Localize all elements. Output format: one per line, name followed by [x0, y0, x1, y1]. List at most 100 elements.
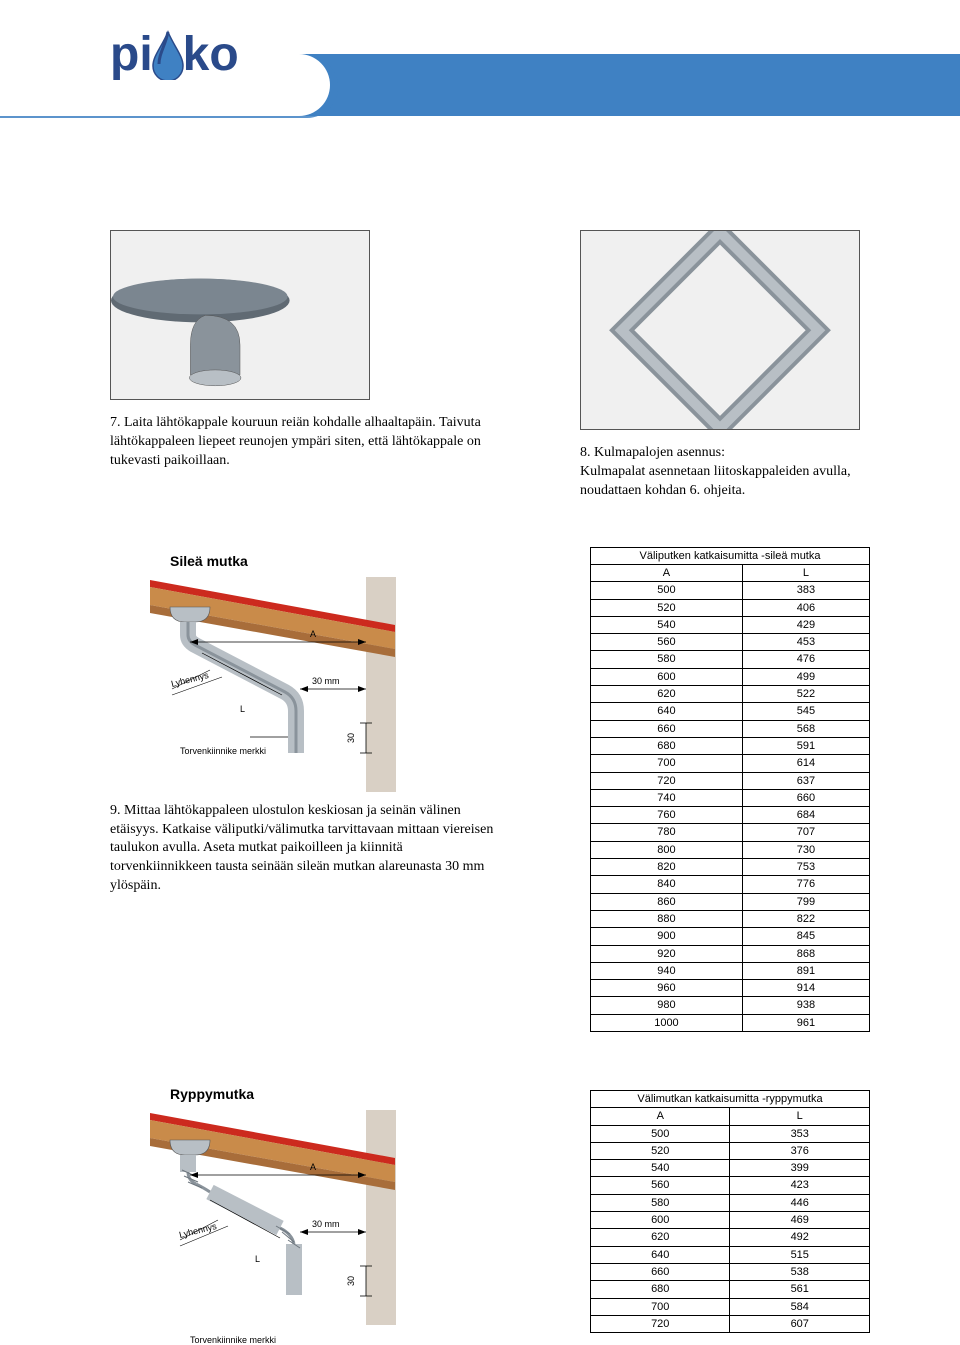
table-cell: 540 — [591, 616, 743, 633]
table-cell: 469 — [730, 1212, 870, 1229]
table-cell: 707 — [742, 824, 869, 841]
table-cell: 640 — [591, 703, 743, 720]
table-cell: 600 — [591, 1212, 730, 1229]
step-7-text: 7. Laita lähtökappale kouruun reiän kohd… — [110, 414, 500, 471]
table-cell: 730 — [742, 841, 869, 858]
figure-8 — [580, 230, 860, 430]
table-row: 720607 — [591, 1315, 870, 1332]
table-cell: 399 — [730, 1160, 870, 1177]
table-row: 560423 — [591, 1177, 870, 1194]
table-cell: 891 — [742, 962, 869, 979]
section-ryppy-title: Ryppymutka — [170, 1086, 500, 1102]
table-row: 900845 — [591, 928, 870, 945]
table-cell: 660 — [591, 720, 743, 737]
table-row: 560453 — [591, 634, 870, 651]
table-cell: 383 — [742, 582, 869, 599]
table-row: 640515 — [591, 1246, 870, 1263]
table-cell: 799 — [742, 893, 869, 910]
table-cell: 560 — [591, 1177, 730, 1194]
table-row: 940891 — [591, 962, 870, 979]
table-cell: 500 — [591, 582, 743, 599]
table-cell: 840 — [591, 876, 743, 893]
table-row: 920868 — [591, 945, 870, 962]
table-cell: 1000 — [591, 1014, 743, 1031]
table-cell: 680 — [591, 1281, 730, 1298]
table-row: 580476 — [591, 651, 870, 668]
table-cell: 800 — [591, 841, 743, 858]
table-row: 600499 — [591, 668, 870, 685]
table-cell: 600 — [591, 668, 743, 685]
table-cell: 492 — [730, 1229, 870, 1246]
table-cell: 720 — [591, 772, 743, 789]
table-cell: 637 — [742, 772, 869, 789]
label-A: A — [310, 629, 316, 639]
table2-col-L: L — [730, 1108, 870, 1125]
table-cell: 561 — [730, 1281, 870, 1298]
section-silea-title: Sileä mutka — [170, 553, 500, 569]
table-cell: 961 — [742, 1014, 869, 1031]
table-cell: 500 — [591, 1125, 730, 1142]
table-silea: Väliputken katkaisumitta -sileä mutka A … — [590, 547, 870, 1032]
table-row: 820753 — [591, 859, 870, 876]
table-cell: 406 — [742, 599, 869, 616]
table-cell: 680 — [591, 737, 743, 754]
table-cell: 938 — [742, 997, 869, 1014]
logo-drop-icon — [149, 30, 187, 80]
step-8-text: 8. Kulmapalojen asennus: Kulmapalat asen… — [580, 444, 870, 501]
table-row: 800730 — [591, 841, 870, 858]
svg-text:30 mm: 30 mm — [312, 1219, 340, 1229]
table-cell: 780 — [591, 824, 743, 841]
figure-7 — [110, 230, 370, 400]
table-cell: 900 — [591, 928, 743, 945]
table-row: 720637 — [591, 772, 870, 789]
caption-torvenkiinnike2: Torvenkiinnike merkki — [190, 1335, 500, 1345]
table-cell: 860 — [591, 893, 743, 910]
table-row: 680591 — [591, 737, 870, 754]
table-cell: 607 — [730, 1315, 870, 1332]
table-cell: 960 — [591, 980, 743, 997]
table-cell: 740 — [591, 789, 743, 806]
table-row: 860799 — [591, 893, 870, 910]
table-row: 540429 — [591, 616, 870, 633]
table-row: 880822 — [591, 910, 870, 927]
table-cell: 820 — [591, 859, 743, 876]
table-row: 840776 — [591, 876, 870, 893]
table-cell: 845 — [742, 928, 869, 945]
step-9-text: 9. Mittaa lähtökappaleen ulostulon keski… — [110, 802, 500, 896]
table-cell: 914 — [742, 980, 869, 997]
table-cell: 568 — [742, 720, 869, 737]
table-cell: 760 — [591, 807, 743, 824]
table-row: 620492 — [591, 1229, 870, 1246]
table-row: 580446 — [591, 1194, 870, 1211]
label-torvenkiinnike: Torvenkiinnike merkki — [180, 746, 266, 756]
label-v30: 30 — [346, 733, 356, 743]
table-cell: 540 — [591, 1160, 730, 1177]
table-cell: 868 — [742, 945, 869, 962]
table-row: 960914 — [591, 980, 870, 997]
label-L: L — [240, 704, 245, 714]
table-row: 780707 — [591, 824, 870, 841]
table-cell: 614 — [742, 755, 869, 772]
table-cell: 515 — [730, 1246, 870, 1263]
table-row: 620522 — [591, 686, 870, 703]
logo-left: pi — [110, 27, 153, 82]
table-cell: 560 — [591, 634, 743, 651]
svg-text:A: A — [310, 1162, 316, 1172]
table-cell: 700 — [591, 755, 743, 772]
table-cell: 353 — [730, 1125, 870, 1142]
table-row: 700614 — [591, 755, 870, 772]
diagram-ryppy: A 30 mm Lyhennys L — [110, 1110, 440, 1325]
table-row: 760684 — [591, 807, 870, 824]
table-cell: 453 — [742, 634, 869, 651]
table-row: 660568 — [591, 720, 870, 737]
table-row: 500353 — [591, 1125, 870, 1142]
diagram-silea: A 30 mm Lyhennys L — [110, 577, 440, 792]
logo: pi ko — [110, 22, 290, 87]
table-row: 640545 — [591, 703, 870, 720]
table-cell: 660 — [591, 1263, 730, 1280]
table-row: 1000961 — [591, 1014, 870, 1031]
table-cell: 520 — [591, 599, 743, 616]
svg-text:L: L — [255, 1254, 260, 1264]
table-row: 520406 — [591, 599, 870, 616]
table-cell: 580 — [591, 651, 743, 668]
